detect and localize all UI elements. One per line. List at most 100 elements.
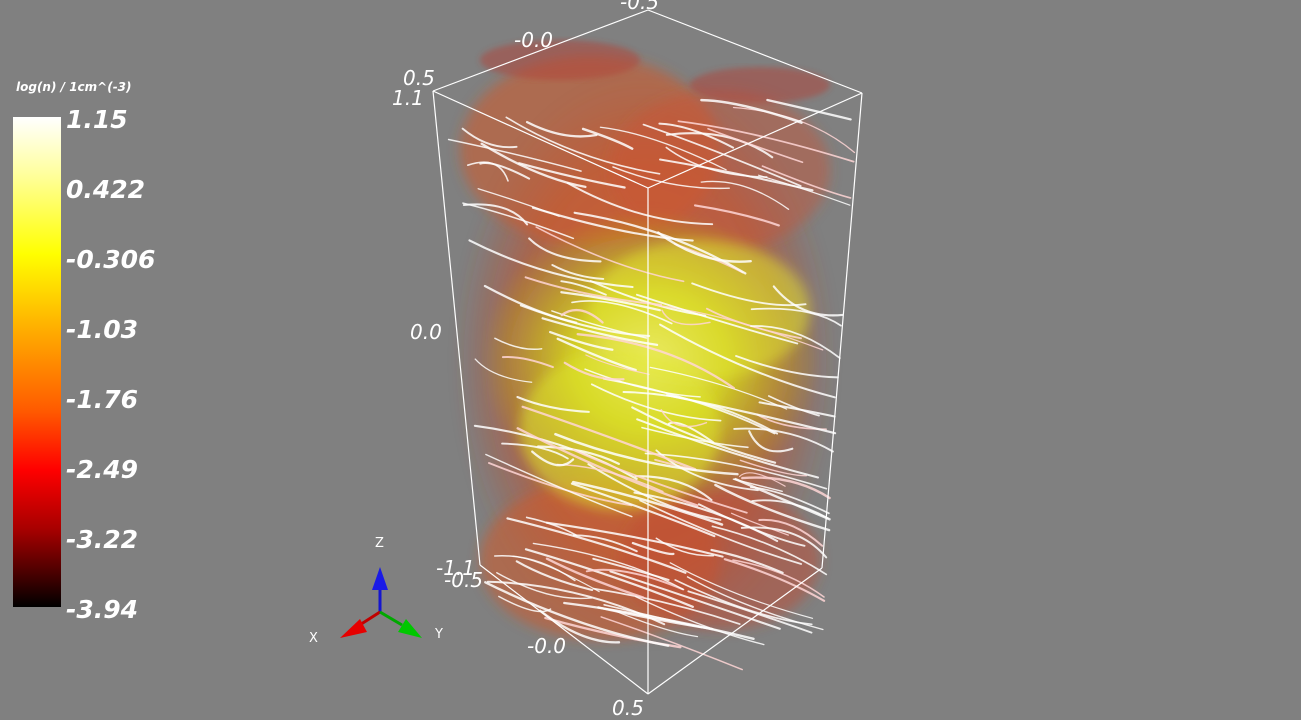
triad-z-label: Z xyxy=(375,536,384,551)
streamline xyxy=(447,138,582,172)
streamline xyxy=(732,559,825,598)
axis-label-z-bottom: -1.1 xyxy=(436,556,476,580)
streamline xyxy=(560,308,604,324)
colorbar-tick: -2.49 xyxy=(66,455,139,484)
streamline xyxy=(635,293,799,345)
streamline xyxy=(767,395,820,417)
streamline xyxy=(660,409,708,428)
streamline xyxy=(750,325,841,359)
streamline xyxy=(600,616,743,671)
streamline xyxy=(711,525,828,576)
streamline xyxy=(584,368,701,398)
streamline xyxy=(479,162,531,180)
streamline xyxy=(649,366,788,410)
streamline xyxy=(525,516,578,537)
streamline xyxy=(462,202,575,240)
streamline xyxy=(571,300,673,325)
streamline xyxy=(524,276,663,306)
streamline xyxy=(506,517,687,574)
streamline xyxy=(615,610,699,638)
streamline xyxy=(592,587,741,625)
colorbar-gradient xyxy=(13,117,61,607)
colorbar-tick: 0.422 xyxy=(66,175,146,204)
streamline xyxy=(474,358,533,383)
streamline xyxy=(691,282,807,307)
axis-label-bottom-front: 0.5 xyxy=(612,696,644,720)
streamline xyxy=(461,127,518,149)
streamline xyxy=(560,291,661,312)
streamline xyxy=(635,595,765,646)
streamline xyxy=(739,459,807,477)
streamline xyxy=(566,182,714,226)
streamline xyxy=(658,122,735,149)
axis-label-z-top: 1.1 xyxy=(392,86,424,110)
streamline xyxy=(560,280,607,296)
colorbar-title: log(n) / 1cm^(-3) xyxy=(16,80,132,94)
streamline xyxy=(748,430,794,453)
streamline xyxy=(642,123,802,187)
streamline xyxy=(535,226,685,283)
streamline xyxy=(714,483,831,532)
streamline xyxy=(505,116,661,175)
streamline xyxy=(531,450,575,467)
streamline xyxy=(655,537,715,557)
streamline xyxy=(733,427,834,453)
streamline xyxy=(636,418,820,479)
streamline xyxy=(494,337,543,350)
streamline xyxy=(585,568,684,591)
streamline xyxy=(572,448,748,514)
streamline xyxy=(687,590,813,634)
streamline xyxy=(528,237,602,263)
streamline xyxy=(484,581,670,647)
triad-x-label: X xyxy=(309,631,318,646)
colorbar-tick: -3.94 xyxy=(66,595,139,624)
streamline xyxy=(761,165,852,199)
orientation-triad xyxy=(340,567,422,638)
streamline xyxy=(545,521,724,558)
streamline xyxy=(556,337,637,372)
streamline xyxy=(710,548,784,574)
streamline xyxy=(677,120,855,163)
streamline xyxy=(634,475,713,502)
streamline xyxy=(576,333,735,390)
streamline xyxy=(667,421,715,444)
axis-label-bottom-mid: -0.0 xyxy=(527,634,567,658)
streamline xyxy=(485,453,633,518)
streamline xyxy=(496,571,593,600)
streamline xyxy=(735,355,839,379)
streamline xyxy=(524,548,694,608)
streamline xyxy=(521,405,697,471)
streamline xyxy=(551,264,605,280)
streamline xyxy=(501,442,569,460)
streamline xyxy=(697,503,806,547)
streamline xyxy=(517,162,626,189)
streamline xyxy=(669,562,814,619)
streamline xyxy=(641,426,749,449)
streamline xyxy=(740,526,828,559)
colorbar-tick: -0.306 xyxy=(66,245,156,274)
axis-label-bottom-left: -0.5 xyxy=(444,568,484,592)
streamline xyxy=(573,211,747,275)
streamline xyxy=(758,518,824,547)
colorbar-tick: 1.15 xyxy=(66,105,128,134)
streamline xyxy=(572,534,638,553)
streamline xyxy=(563,361,625,381)
streamline xyxy=(541,317,659,347)
streamline xyxy=(486,580,666,626)
streamline xyxy=(757,174,851,206)
streamline xyxy=(548,330,614,351)
streamline xyxy=(665,394,837,435)
streamline xyxy=(556,463,664,493)
bounding-box xyxy=(432,9,863,695)
streamline xyxy=(661,309,711,326)
streamline xyxy=(462,203,529,226)
streamline xyxy=(563,601,755,640)
streamline xyxy=(545,557,645,599)
streamline xyxy=(665,132,774,159)
streamline xyxy=(723,558,826,602)
streamline xyxy=(700,98,803,124)
streamline xyxy=(516,427,699,507)
streamline xyxy=(609,570,781,630)
streamline xyxy=(571,480,724,526)
